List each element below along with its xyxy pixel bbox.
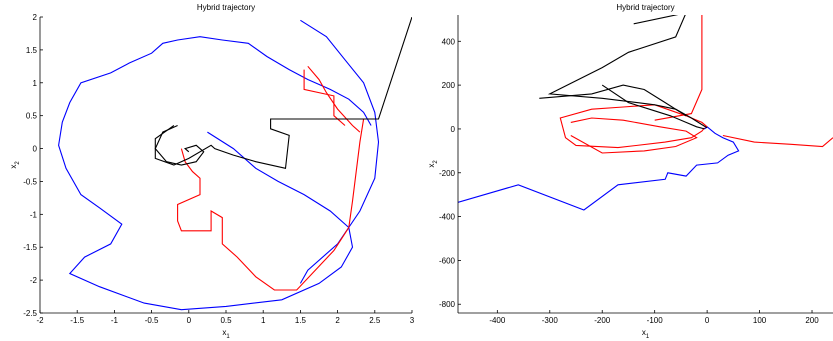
x-tick-label: 2.5 [369, 316, 381, 325]
x-tick-label: 3 [410, 316, 415, 325]
y-tick-label: 0 [451, 125, 456, 134]
y-tick-label: 1 [33, 79, 38, 88]
x-tick-label: -1 [111, 316, 119, 325]
chart-title: Hybrid trajectory [616, 3, 674, 12]
series-line-red-3 [570, 117, 698, 154]
x-tick-label: 1 [261, 316, 266, 325]
x-tick-label: -2 [36, 316, 44, 325]
series-group [458, 15, 833, 211]
y-tick-label: -2 [30, 276, 38, 285]
series-line-blue-1 [458, 126, 740, 211]
y-tick-label: 1.5 [26, 46, 38, 55]
y-tick-label: -1 [30, 210, 38, 219]
chart-title: Hybrid trajectory [197, 3, 255, 12]
y-tick-label: 400 [442, 37, 456, 46]
y-tick-label: -400 [439, 213, 456, 222]
series-line-black-6 [547, 15, 708, 129]
x-tick-label: 1.5 [295, 316, 307, 325]
y-tick-label: -0.5 [23, 177, 37, 186]
y-tick-label: 0.5 [26, 112, 38, 121]
y-axis-label: x2 [9, 161, 21, 169]
y-tick-label: -800 [439, 300, 456, 309]
x-tick-label: -300 [542, 316, 559, 325]
series-line-black-8 [539, 84, 687, 117]
x-tick-label: -0.5 [145, 316, 159, 325]
x-tick-label: -400 [489, 316, 506, 325]
series-line-red-3 [177, 118, 365, 291]
x-tick-label: 200 [805, 316, 819, 325]
x-axis-label: x1 [642, 328, 650, 340]
series-line-red-2 [559, 104, 708, 149]
x-tick-label: -200 [594, 316, 611, 325]
y-axis-label-sub: 2 [433, 160, 439, 164]
series-line-black-7 [154, 124, 205, 166]
y-tick-label: 200 [442, 81, 456, 90]
series-line-black-7 [601, 84, 705, 130]
y-axis-label: x2 [427, 160, 439, 168]
x-tick-label: 100 [753, 316, 767, 325]
series-line-red-4 [307, 65, 361, 133]
series-line-blue-2 [299, 19, 380, 284]
y-tick-label: -600 [439, 256, 456, 265]
y-tick-label: 2 [33, 13, 38, 22]
y-tick-label: -200 [439, 169, 456, 178]
y-tick-label: 0 [33, 145, 38, 154]
x-tick-label: -1.5 [70, 316, 84, 325]
series-line-red-5 [303, 69, 346, 126]
series-line-black-6 [154, 17, 412, 169]
series-group [58, 17, 412, 311]
x-axis-label-sub: 1 [646, 334, 650, 340]
x-tick-label: 0 [705, 316, 710, 325]
y-axis-label-sub: 2 [15, 161, 21, 165]
x-axis-label: x1 [222, 328, 230, 340]
chart-2: -400 -300 -200 -100 0 100 200 -800 -600 -400 -200 0… [427, 3, 833, 340]
x-axis-label-sub: 1 [226, 334, 230, 340]
series-line-red-5 [722, 134, 833, 148]
y-tick-label: -1.5 [23, 243, 37, 252]
x-tick-label: -100 [647, 316, 664, 325]
x-tick-label: 0 [187, 316, 192, 325]
chart-1: -2 -1.5 -1 -0.5 0 0.5 1 1.5 2 2.5 3-2.5-2-1.5-1-0.… [9, 3, 415, 340]
x-tick-label: 0.5 [220, 316, 232, 325]
x-tick-label: 2 [335, 316, 340, 325]
y-tick-label: -2.5 [23, 309, 37, 318]
series-line-blue-1 [58, 36, 372, 311]
